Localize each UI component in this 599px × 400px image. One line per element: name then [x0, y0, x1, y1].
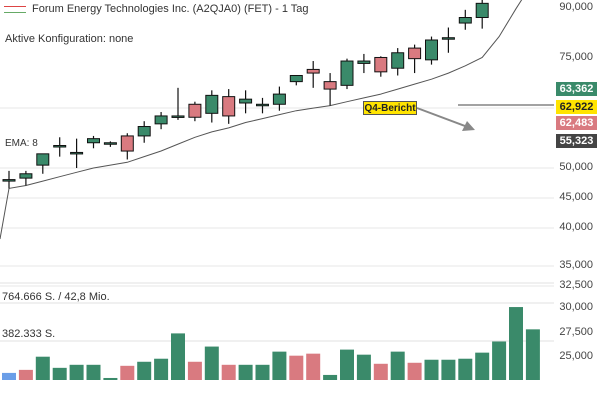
chart-title: Forum Energy Technologies Inc. (A2QJA0) … — [32, 3, 309, 15]
volume-bar — [509, 307, 523, 380]
volume-bar — [475, 352, 490, 380]
y-tick-label: 25,000 — [559, 350, 593, 362]
candle-body — [458, 17, 472, 24]
volume-bar — [407, 362, 422, 380]
volume-bar — [120, 365, 135, 380]
candle-body — [36, 153, 50, 166]
y-tick-label: 35,000 — [559, 259, 593, 271]
volume-bar — [492, 341, 507, 380]
volume-bar — [306, 353, 321, 380]
volume-bar — [289, 355, 304, 380]
y-tick-label: 30,000 — [559, 301, 593, 313]
candle-body — [53, 145, 67, 148]
candle-body — [188, 103, 202, 118]
annotation-arrow-head — [462, 121, 475, 131]
y-tick-label: 40,000 — [559, 221, 593, 233]
volume-bar — [204, 346, 219, 380]
volume-max-label: 764.666 S. / 42,8 Mio. — [2, 291, 110, 303]
volume-bar — [137, 361, 152, 380]
ema-line — [0, 0, 523, 240]
volume-bar — [2, 372, 16, 380]
volume-bar — [86, 364, 101, 380]
candle-body — [441, 37, 455, 40]
volume-bar — [187, 361, 202, 380]
volume-bar — [154, 358, 169, 380]
price-low-label: 62,483 — [556, 116, 597, 130]
candle-body — [289, 74, 303, 83]
y-tick-label: 90,000 — [559, 1, 593, 13]
y-tick-label: 50,000 — [559, 161, 593, 173]
volume-bar — [238, 364, 253, 380]
volume-bar — [441, 359, 456, 380]
candle-body — [205, 94, 219, 114]
volume-bar — [424, 359, 439, 380]
price-close-label: 62,922 — [556, 100, 597, 114]
volume-bar — [272, 351, 287, 380]
volume-bar — [52, 367, 67, 380]
candle-body — [137, 126, 151, 137]
candle-body — [391, 52, 405, 69]
y-tick-label: 32,500 — [559, 279, 593, 291]
volume-bar — [69, 364, 84, 380]
candle-body — [70, 151, 84, 155]
candle-body — [154, 115, 168, 125]
config-label: Aktive Konfiguration: none — [5, 33, 134, 45]
price-ema-label: 55,323 — [556, 134, 597, 148]
candle-body — [87, 138, 100, 144]
candle-body — [475, 2, 489, 19]
candle-body — [171, 115, 185, 118]
candle-body — [323, 81, 337, 90]
volume-bar — [340, 349, 354, 380]
candle-body — [239, 98, 253, 104]
volume-bar — [171, 333, 185, 380]
volume-bar — [373, 363, 388, 380]
volume-bar — [18, 369, 33, 380]
candle-body — [2, 179, 16, 182]
candle-body — [340, 60, 354, 86]
price-high-label: 63,362 — [556, 82, 597, 96]
volume-bar — [35, 356, 50, 380]
y-tick-label: 27,500 — [559, 326, 593, 338]
ticker-color-icon — [4, 5, 26, 13]
volume-bar — [323, 374, 338, 380]
q4-report-annotation[interactable]: Q4-Bericht — [363, 101, 417, 115]
volume-bar — [525, 329, 540, 380]
y-tick-label: 45,000 — [559, 191, 593, 203]
ema-label: EMA: 8 — [5, 138, 38, 149]
candle-body — [19, 173, 33, 179]
volume-bar — [255, 364, 270, 380]
candle-body — [408, 47, 422, 60]
candle-body — [272, 93, 286, 105]
candle-body — [103, 142, 117, 145]
candle-body — [357, 60, 371, 64]
volume-bar — [356, 354, 371, 380]
candle-body — [374, 56, 388, 73]
volume-mid-label: 382.333 S. — [2, 328, 56, 340]
y-tick-label: 75,000 — [559, 51, 593, 63]
volume-bar — [103, 377, 118, 380]
volume-bar — [458, 358, 473, 380]
chart-title-row: Forum Energy Technologies Inc. (A2QJA0) … — [4, 2, 309, 16]
annotation-arrow-line — [416, 107, 474, 130]
candle-body — [425, 39, 438, 61]
volume-bar — [390, 351, 405, 380]
candle-body — [120, 135, 134, 152]
candle-body — [306, 68, 320, 74]
candle-body — [256, 103, 269, 107]
candle-body — [222, 96, 236, 117]
volume-bar — [221, 364, 236, 380]
